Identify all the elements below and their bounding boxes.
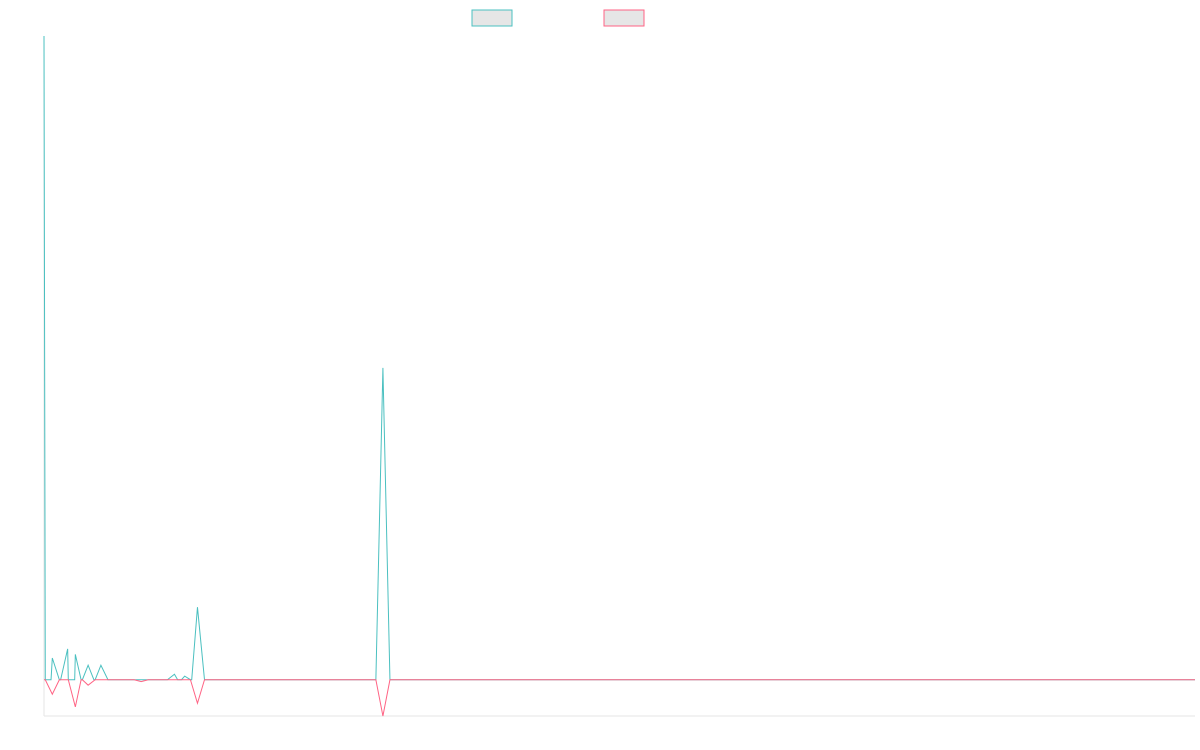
axes — [43, 36, 1195, 717]
legend-swatch-series-a[interactable] — [471, 9, 513, 27]
series-line-b[interactable] — [44, 679, 1195, 717]
legend-swatch-series-b[interactable] — [603, 9, 645, 27]
legend — [471, 9, 645, 27]
series-layer — [43, 35, 1195, 717]
series-line-a[interactable] — [43, 35, 1195, 681]
